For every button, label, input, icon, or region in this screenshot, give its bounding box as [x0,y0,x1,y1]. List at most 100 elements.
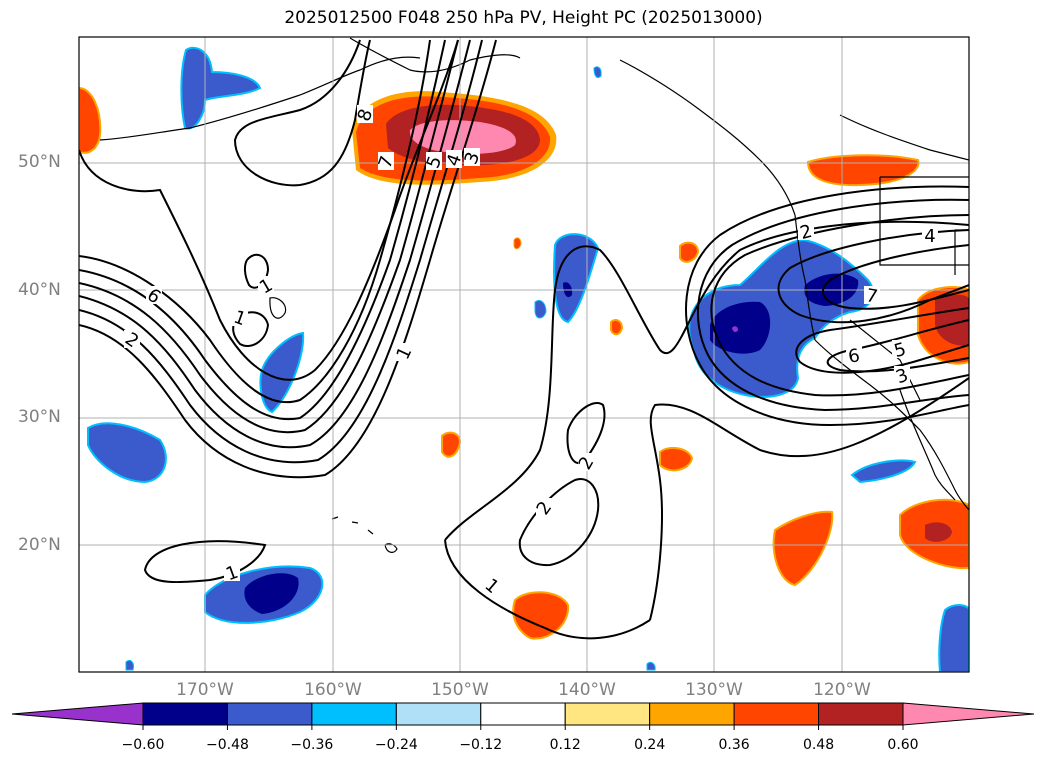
graticule [79,37,969,672]
colorbar-cell [226,702,313,726]
colorbar-cell [818,702,904,726]
pv-positive-region [79,86,102,154]
colorbar-tick-label: −0.48 [205,737,249,753]
contour-line [232,311,270,347]
pv-negative-region [534,299,547,319]
pv-negative-region [646,661,656,671]
colorbar-cell [564,702,651,726]
pv-positive-region [935,294,969,346]
island [269,297,287,319]
lat-label: 40°N [18,280,61,300]
pv-positive-region [772,510,834,587]
colorbar-cell [733,702,820,726]
contour-label: 2 [798,221,814,244]
pv-positive-region [679,241,700,263]
map-frame [78,36,970,673]
contour-labels: 6 2 1 1 1 2 2 1 1 7 5 4 3 8 2 4 7 6 5 [121,105,938,598]
colorbar-cell [649,702,735,726]
pv-negative-region [87,422,167,484]
pv-negative-region [938,604,969,672]
pv-negative-region [244,573,299,614]
contour-line [685,185,969,427]
lon-label: 130°W [685,680,743,700]
contour-line [518,478,600,567]
lon-label: 120°W [813,680,871,700]
canada-us-border [839,114,969,161]
pv-positive-region [512,591,570,640]
pv-negative-region [850,459,917,484]
colorbar-tick-label: −0.12 [459,737,503,753]
contour-line [826,319,969,373]
colorbar-tick-label: −0.24 [374,737,418,753]
contour-line [566,402,606,465]
contour-line [79,39,483,464]
contour-line [444,539,651,640]
contour-label: 4 [924,226,935,247]
contour-line [79,39,459,381]
contour-line [822,244,969,310]
contour-line [444,220,969,541]
contour-line [710,214,969,397]
lat-label: 20°N [18,535,61,555]
alaska-coast [99,56,421,141]
colorbar-extend-low [11,702,144,726]
contour-line [79,39,431,404]
colorbar-cell [395,702,482,726]
contour-line [649,377,969,621]
colorbar-tick-label: 0.24 [634,737,666,753]
lat-label: 50°N [18,152,61,172]
baja-coast [899,389,956,501]
pv-negative-region [180,46,262,130]
hawaii [331,516,398,553]
height-contours [79,39,969,640]
alaska-coast [349,37,521,73]
contour-line [143,540,267,584]
colorbar-tick-label: 0.36 [718,737,750,753]
contour-line [79,39,446,421]
contour-line [697,198,969,412]
colorbar-cell [311,702,397,726]
map-title: 2025012500 F048 250 hPa PV, Height PC (2… [284,8,763,28]
lat-label: 30°N [18,407,61,427]
contour-line [79,39,497,479]
pv-negative-region [710,301,771,354]
pv-negative-region [259,331,305,414]
contour-label: 5 [892,339,908,362]
pv-positive-region [806,154,920,187]
lon-label: 160°W [304,680,362,700]
contour-line [79,39,471,449]
contour-label: 7 [864,285,879,308]
pv-positive-region [925,522,952,542]
lon-label: 150°W [431,680,489,700]
colorbar-extend-high [902,702,1035,726]
state-border [879,177,969,266]
pv-positive-region [513,237,522,250]
colorbar-tick-label: −0.36 [290,737,334,753]
pv-positive-region [610,319,624,336]
colorbar-cell [480,702,566,726]
alaska-panhandle [619,59,796,216]
colorbar-cell [142,702,228,726]
contour-line [79,39,459,434]
coastlines [99,37,969,553]
pv-positive-region [409,120,516,154]
pv-positive-region [441,431,462,458]
colorbar-tick-label: 0.48 [802,737,835,753]
bc-coast [794,214,816,341]
pv-shading [79,46,969,672]
colorbar [11,702,1035,730]
contour-line [777,229,969,324]
pv-negative-region [732,326,738,333]
pv-negative-region [125,659,134,671]
colorbar-tick-label: 0.60 [887,737,919,753]
contour-label: 6 [847,345,862,368]
contour-line [233,39,371,187]
colorbar-tick-label: 0.12 [549,737,581,753]
lon-label: 140°W [558,680,616,700]
state-border [954,229,969,275]
pv-positive-region [659,446,694,472]
colorbar-tick-label: −0.60 [121,737,165,753]
pv-negative-region [593,66,602,79]
lon-label: 170°W [176,680,234,700]
